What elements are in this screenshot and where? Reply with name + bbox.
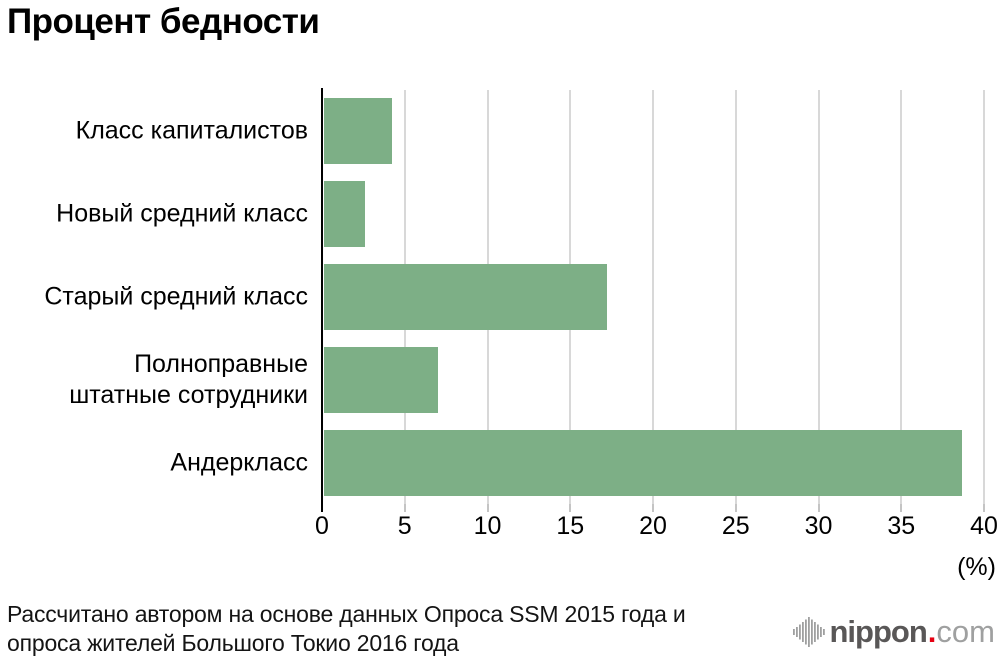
x-tick-label-5: 5 [397, 512, 412, 540]
soundwave-bar [795, 627, 798, 637]
x-tick-label-40: 40 [970, 512, 998, 540]
category-label-4: Андеркласс [170, 447, 308, 478]
gridline-35 [900, 90, 903, 504]
plot-area [321, 88, 985, 512]
source-note: Рассчитано автором на основе данных Опро… [7, 600, 686, 658]
logo-dot: . [927, 614, 937, 649]
x-tick-label-10: 10 [473, 512, 502, 540]
x-axis-unit-label: (%) [957, 553, 996, 581]
gridline-20 [652, 90, 654, 504]
category-axis-labels: Класс капиталистов Новый средний класс Ста… [0, 90, 308, 504]
soundwave-bar [798, 624, 801, 640]
category-label-line: Андеркласс [170, 448, 308, 477]
soundwave-bar [813, 622, 816, 642]
chart-title: Процент бедности [7, 2, 320, 41]
bar-row-3 [324, 346, 438, 413]
soundwave-bar [822, 629, 825, 635]
tick-mark-30 [817, 504, 820, 512]
gridline-40 [983, 90, 985, 504]
soundwave-icon [792, 617, 825, 647]
category-label-line: Старый средний класс [44, 282, 308, 311]
y-axis-line [321, 88, 323, 512]
x-tick-label-35: 35 [887, 512, 916, 540]
bar-chart-figure: Процент бедности Класс капиталистов Новый… [0, 2, 998, 581]
tick-mark-40 [983, 504, 985, 512]
gridline-30 [817, 90, 820, 504]
x-tick-label-0: 0 [315, 512, 329, 540]
x-tick-label-30: 30 [804, 512, 833, 540]
x-axis-tick-labels: 0 5 10 15 20 25 30 35 40 [315, 512, 998, 544]
category-label-1: Новый средний класс [56, 199, 308, 230]
category-label-0: Класс капиталистов [76, 116, 308, 147]
category-label-2: Старый средний класс [44, 282, 308, 313]
x-tick-label-20: 20 [639, 512, 667, 540]
soundwave-bar [804, 619, 807, 645]
source-note-line-1: Рассчитано автором на основе данных Опро… [7, 601, 686, 627]
soundwave-bar [792, 629, 795, 635]
tick-mark-20 [652, 504, 654, 512]
logo-text-nippon: nippon [829, 614, 928, 649]
nippon-logo: nippon . com [792, 612, 995, 652]
tick-mark-5 [403, 504, 406, 512]
category-label-line: Полноправные [134, 349, 308, 378]
bar-row-0 [324, 98, 392, 165]
soundwave-bar [819, 627, 822, 637]
tick-mark-15 [569, 504, 572, 512]
gridline-25 [734, 90, 737, 504]
category-label-line: штатные сотрудники [69, 380, 308, 409]
source-note-line-2: опроса жителей Большого Токио 2016 года [7, 630, 459, 656]
soundwave-bar [807, 617, 810, 647]
bar-row-1 [324, 181, 366, 248]
bar-row-2 [324, 264, 607, 330]
x-tick-label-15: 15 [556, 512, 585, 540]
logo-text-com: com [936, 614, 995, 649]
category-label-3: Полноправные штатные сотрудники [69, 349, 308, 411]
soundwave-bar [801, 622, 804, 642]
category-label-line: Новый средний класс [56, 199, 308, 228]
tick-mark-25 [734, 504, 737, 512]
category-label-line: Класс капиталистов [75, 116, 308, 145]
bar-row-4 [324, 429, 963, 496]
soundwave-bar [810, 619, 813, 645]
tick-mark-35 [900, 504, 903, 512]
soundwave-bar [816, 624, 819, 640]
tick-mark-10 [486, 504, 489, 512]
x-tick-label-25: 25 [721, 512, 750, 540]
